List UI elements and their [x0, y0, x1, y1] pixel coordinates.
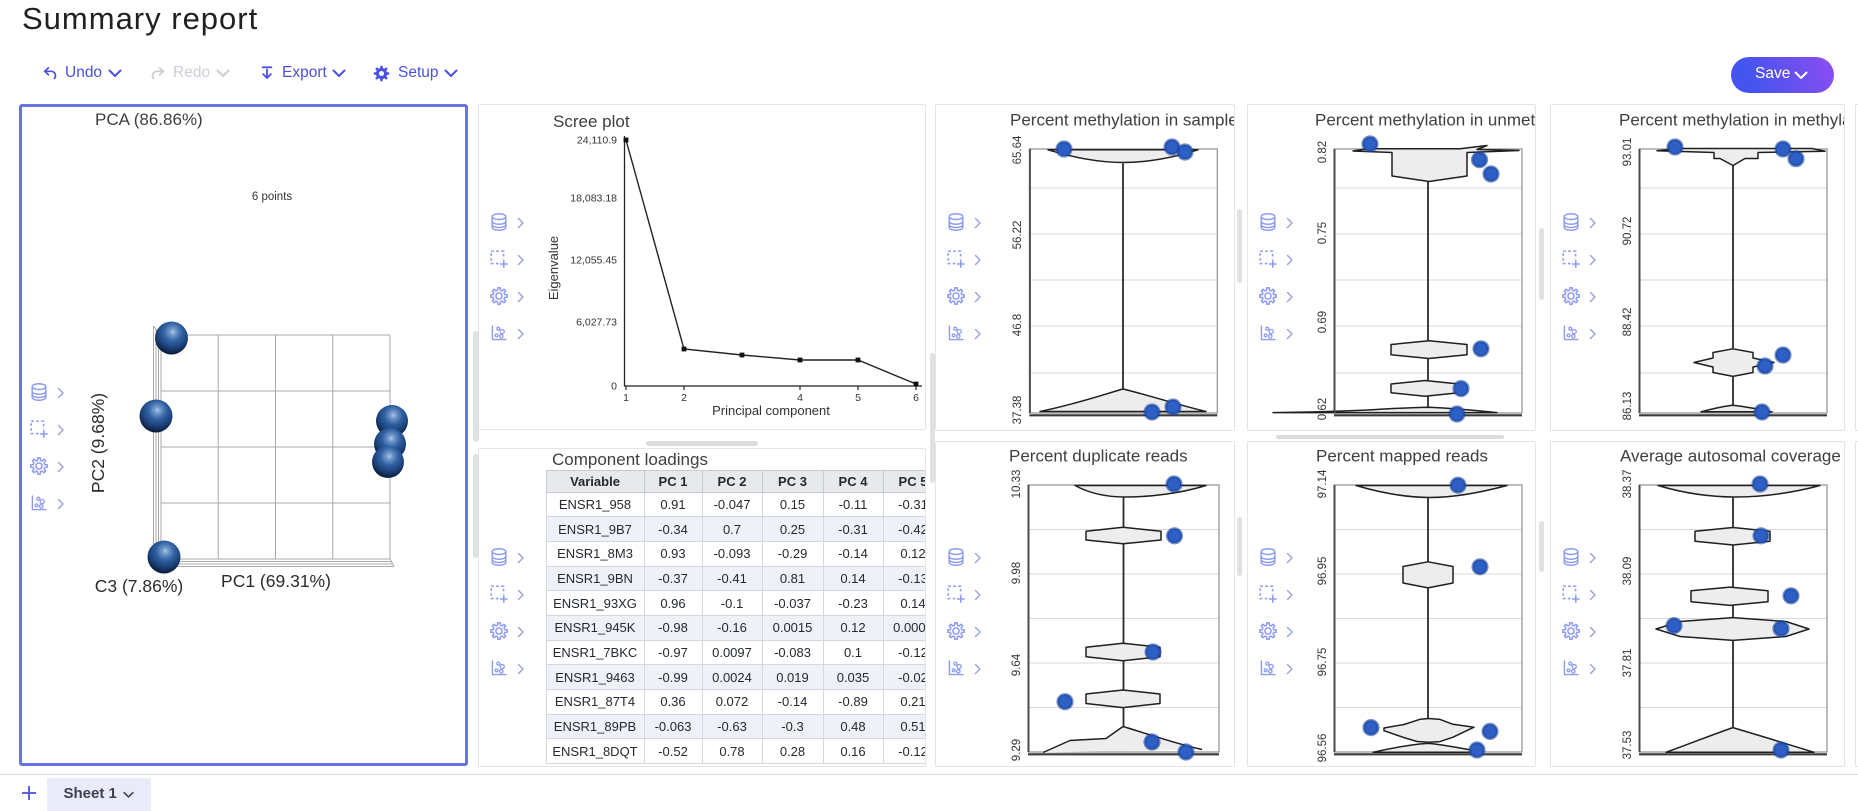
svg-text:0.69: 0.69: [1317, 311, 1329, 333]
svg-text:Percent methylation in sample: Percent methylation in sample: [1010, 111, 1234, 130]
svg-text:9.64: 9.64: [1011, 653, 1023, 676]
svg-text:96.75: 96.75: [1317, 648, 1329, 677]
svg-text:0.75: 0.75: [1317, 222, 1329, 244]
svg-text:C3 (7.86%): C3 (7.86%): [95, 576, 184, 596]
svg-text:Percent duplicate reads: Percent duplicate reads: [1009, 447, 1188, 466]
svg-text:Average autosomal coverage: Average autosomal coverage: [1620, 447, 1841, 466]
svg-text:65.64: 65.64: [1012, 135, 1024, 164]
svg-text:6 points: 6 points: [252, 191, 293, 203]
svg-text:2: 2: [681, 392, 687, 404]
svg-text:37.53: 37.53: [1622, 731, 1634, 760]
svg-text:56.22: 56.22: [1012, 221, 1024, 250]
svg-text:10.33: 10.33: [1011, 470, 1023, 499]
svg-text:24,110.9: 24,110.9: [577, 135, 617, 147]
svg-text:37.81: 37.81: [1622, 649, 1634, 678]
svg-text:Percent methylation in methyla: Percent methylation in methylated contro…: [1619, 111, 1844, 130]
svg-text:Principal component: Principal component: [712, 403, 830, 418]
svg-text:97.14: 97.14: [1317, 469, 1329, 498]
svg-text:90.72: 90.72: [1622, 217, 1634, 246]
svg-text:96.56: 96.56: [1317, 734, 1329, 763]
svg-text:0.62: 0.62: [1317, 398, 1329, 420]
svg-text:6,027.73: 6,027.73: [576, 317, 617, 329]
svg-text:46.8: 46.8: [1012, 314, 1024, 336]
svg-text:86.13: 86.13: [1622, 392, 1634, 421]
svg-text:38.09: 38.09: [1622, 557, 1634, 586]
svg-text:18,083.18: 18,083.18: [570, 193, 617, 205]
svg-text:9.29: 9.29: [1011, 739, 1023, 761]
svg-text:0.82: 0.82: [1317, 141, 1329, 163]
svg-text:Percent mapped reads: Percent mapped reads: [1316, 447, 1488, 466]
svg-text:PC1 (69.31%): PC1 (69.31%): [221, 571, 331, 591]
svg-text:12,055.45: 12,055.45: [570, 255, 617, 267]
svg-text:38.37: 38.37: [1622, 470, 1634, 499]
svg-text:0: 0: [611, 381, 617, 393]
svg-text:6: 6: [913, 392, 919, 404]
svg-text:Percent methylation in unmethy: Percent methylation in unmethylated cont…: [1315, 111, 1535, 130]
svg-text:PCA (86.86%): PCA (86.86%): [95, 110, 203, 129]
svg-text:93.01: 93.01: [1622, 138, 1634, 167]
svg-text:Eigenvalue: Eigenvalue: [546, 236, 561, 300]
svg-text:5: 5: [855, 392, 861, 404]
svg-text:96.95: 96.95: [1317, 557, 1329, 586]
svg-text:PC2 (9.68%): PC2 (9.68%): [88, 393, 108, 493]
svg-text:88.42: 88.42: [1622, 308, 1634, 337]
svg-text:1: 1: [623, 392, 629, 404]
svg-text:Scree plot: Scree plot: [553, 112, 630, 131]
svg-text:9.98: 9.98: [1011, 562, 1023, 584]
svg-text:4: 4: [797, 392, 803, 404]
svg-text:37.38: 37.38: [1012, 396, 1024, 425]
